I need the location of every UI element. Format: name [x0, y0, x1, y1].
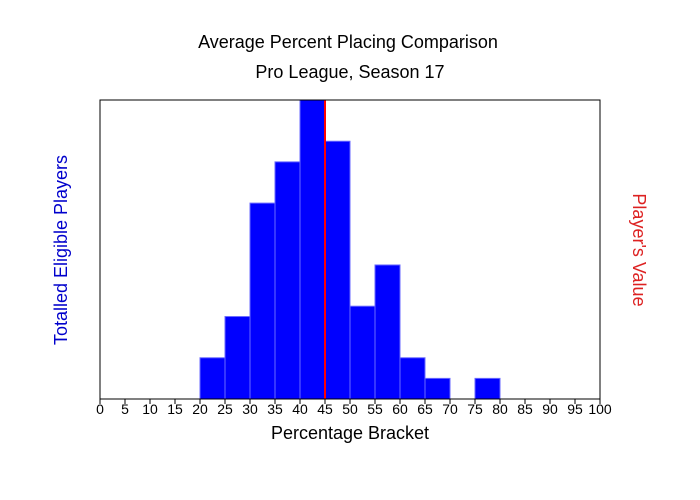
x-tick-label: 90	[542, 401, 558, 417]
histogram-bar	[249, 202, 276, 400]
x-tick-label: 20	[192, 401, 208, 417]
x-tick-label: 0	[96, 401, 104, 417]
histogram-bar	[424, 377, 451, 400]
histogram-bar	[474, 377, 501, 400]
x-tick-label: 60	[392, 401, 408, 417]
x-tick-label: 35	[267, 401, 283, 417]
histogram-bar	[399, 357, 426, 400]
x-tick-label: 5	[121, 401, 129, 417]
x-tick-label: 75	[467, 401, 483, 417]
histogram-bar	[224, 316, 251, 400]
secondary-y-axis-label: Player's Value	[629, 193, 649, 306]
x-axis-ticks: 0 5 10 15 20 25 30 35 40 45 50 55 60 65 70 75 80 85 90 95 10…	[96, 399, 612, 417]
x-tick-label: 80	[492, 401, 508, 417]
x-tick-label: 10	[142, 401, 158, 417]
histogram-bar	[274, 161, 301, 400]
histogram-bar	[199, 357, 226, 400]
histogram-bar	[349, 305, 376, 400]
x-tick-label: 55	[367, 401, 383, 417]
x-tick-label: 65	[417, 401, 433, 417]
x-tick-label: 45	[317, 401, 333, 417]
y-axis-label: Totalled Eligible Players	[51, 155, 71, 345]
bars-layer	[199, 99, 501, 400]
x-tick-label: 70	[442, 401, 458, 417]
histogram-bar	[299, 99, 326, 400]
x-axis-label: Percentage Bracket	[271, 423, 429, 443]
x-tick-label: 15	[167, 401, 183, 417]
x-tick-label: 50	[342, 401, 358, 417]
x-tick-label: 40	[292, 401, 308, 417]
histogram-bar	[374, 264, 401, 400]
chart-subtitle: Pro League, Season 17	[255, 62, 444, 82]
x-tick-label: 85	[517, 401, 533, 417]
histogram-bar	[324, 140, 351, 400]
x-tick-label: 100	[588, 401, 612, 417]
x-tick-label: 30	[242, 401, 258, 417]
chart-title: Average Percent Placing Comparison	[198, 32, 498, 52]
x-tick-label: 95	[567, 401, 583, 417]
x-tick-label: 25	[217, 401, 233, 417]
